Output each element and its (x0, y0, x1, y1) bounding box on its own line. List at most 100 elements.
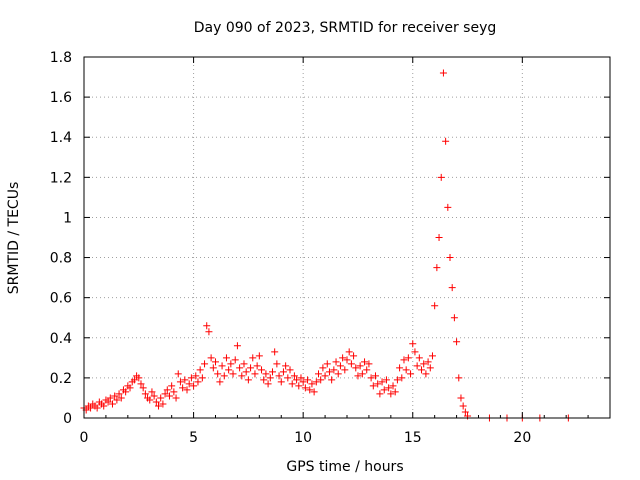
data-point (402, 366, 410, 374)
data-point (363, 366, 371, 374)
data-point (387, 390, 395, 398)
data-point (187, 374, 195, 382)
data-point (260, 376, 268, 384)
y-tick-label: 1.2 (50, 170, 72, 186)
data-point (277, 378, 285, 386)
data-point (185, 380, 193, 388)
data-point (411, 348, 419, 356)
data-point (286, 366, 294, 374)
data-point (428, 352, 436, 360)
data-point (378, 378, 386, 386)
data-point (203, 322, 211, 330)
data-point (433, 264, 441, 272)
data-point (87, 404, 95, 412)
data-point (212, 358, 219, 366)
y-tick-label: 0.6 (50, 291, 72, 307)
data-point (328, 376, 336, 384)
data-point (415, 354, 423, 362)
data-point (459, 402, 467, 410)
data-point (115, 390, 123, 398)
data-point (389, 382, 397, 390)
data-point (396, 364, 404, 372)
data-point (141, 390, 149, 398)
data-point (258, 366, 266, 374)
data-point (409, 340, 417, 348)
data-point (299, 378, 307, 386)
y-tick-label: 1 (63, 210, 72, 226)
data-point (457, 394, 465, 402)
data-point (347, 360, 355, 368)
data-point (442, 137, 450, 145)
data-point (209, 364, 217, 372)
data-point (264, 380, 272, 388)
data-point (233, 342, 241, 350)
data-point (356, 362, 364, 370)
data-point (339, 354, 347, 362)
data-point (172, 394, 180, 402)
data-point (431, 302, 439, 310)
data-point (455, 374, 463, 382)
data-point (139, 384, 147, 392)
data-point (146, 396, 154, 404)
data-point (157, 394, 165, 402)
data-point (181, 376, 189, 384)
data-point (266, 374, 274, 382)
data-point (304, 376, 312, 384)
data-point (240, 360, 248, 368)
data-point (100, 402, 108, 410)
data-point (222, 354, 230, 362)
data-point (273, 360, 281, 368)
data-point (126, 384, 134, 392)
data-point (236, 364, 244, 372)
data-point (391, 388, 399, 396)
y-tick-label: 1.8 (50, 50, 72, 66)
data-point (323, 360, 331, 368)
data-point (198, 374, 206, 382)
data-point (380, 386, 388, 394)
data-point (290, 372, 298, 380)
data-point (361, 358, 369, 366)
data-point (319, 364, 327, 372)
data-point (352, 364, 360, 372)
data-point (293, 376, 301, 384)
data-point (343, 356, 351, 364)
data-point (190, 382, 198, 390)
data-point (418, 366, 426, 374)
data-series (80, 69, 572, 422)
data-point (312, 378, 320, 386)
data-point (179, 384, 187, 392)
y-tick-label: 0.2 (50, 371, 72, 387)
data-point (295, 382, 303, 390)
data-point (249, 354, 257, 362)
data-point (176, 378, 184, 386)
data-point (268, 368, 276, 376)
data-point (336, 362, 344, 370)
data-point (448, 284, 456, 292)
data-point (317, 376, 325, 384)
data-point (194, 378, 202, 386)
data-point (152, 398, 160, 406)
data-point (345, 348, 353, 356)
data-point (201, 360, 209, 368)
data-point (113, 396, 121, 404)
data-point (247, 364, 255, 372)
data-point (310, 388, 318, 396)
data-point (262, 370, 270, 378)
data-point (422, 370, 430, 378)
data-point (220, 372, 228, 380)
plot-frame (83, 56, 611, 419)
data-point (165, 392, 173, 400)
data-point (321, 372, 329, 380)
data-point (104, 398, 112, 406)
data-point (122, 388, 130, 396)
y-tick-label: 0.4 (50, 331, 72, 347)
data-point (284, 374, 292, 382)
x-tick-label: 10 (294, 430, 312, 446)
y-axis-label: SRMTID / TECUs (6, 182, 22, 295)
data-point (367, 374, 375, 382)
x-axis-label: GPS time / hours (286, 459, 403, 475)
data-point (393, 376, 401, 384)
data-point (437, 173, 445, 181)
data-point (183, 386, 191, 394)
